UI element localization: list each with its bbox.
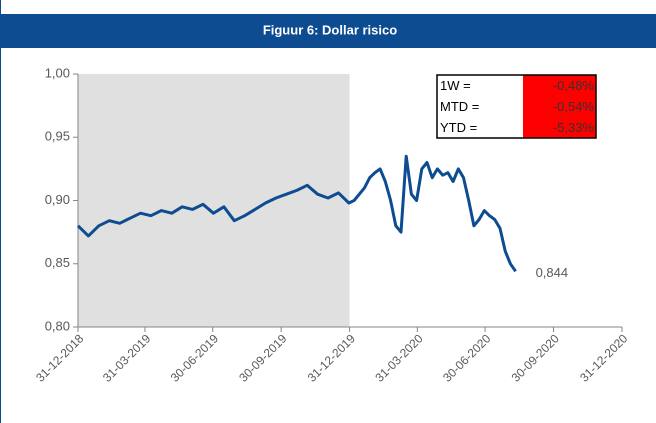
table-label: 1W = (440, 78, 471, 93)
line (76, 154, 517, 273)
x-tick-label: 31-03-2020 (372, 331, 426, 385)
table-value: -0,54% (553, 99, 595, 114)
table-label: MTD = (440, 99, 479, 114)
table-value: -0,48% (553, 78, 595, 93)
table-value-cell (523, 75, 596, 96)
x-tick-label: 31-03-2019 (100, 331, 154, 385)
table-border (436, 74, 597, 139)
x-tick-label: 30-06-2020 (440, 331, 494, 385)
header-bar (0, 14, 656, 48)
table-value-cell (523, 96, 596, 117)
y-tick-label: 0,90 (45, 192, 70, 207)
table-value: -5,33% (553, 120, 595, 135)
y-tick-label: 0,95 (45, 129, 70, 144)
shaded-region (78, 74, 350, 327)
x-tick-label: 30-06-2019 (168, 331, 222, 385)
table-label: YTD = (440, 120, 477, 135)
table-value-cell (523, 117, 596, 138)
x-tick-label: 31-12-2019 (305, 331, 359, 385)
y-tick-label: 0,85 (45, 255, 70, 270)
chart-title: Figuur 6: Dollar risico (263, 22, 397, 37)
x-tick-label: 31-12-2020 (577, 331, 631, 385)
x-tick-label: 31-12-2018 (33, 331, 87, 385)
end-label: 0,844 (536, 265, 569, 280)
x-tick-label: 30-09-2019 (236, 331, 290, 385)
x-tick-label: 30-09-2020 (509, 331, 563, 385)
y-tick-label: 0,80 (45, 318, 70, 333)
y-tick-label: 1,00 (45, 65, 70, 80)
